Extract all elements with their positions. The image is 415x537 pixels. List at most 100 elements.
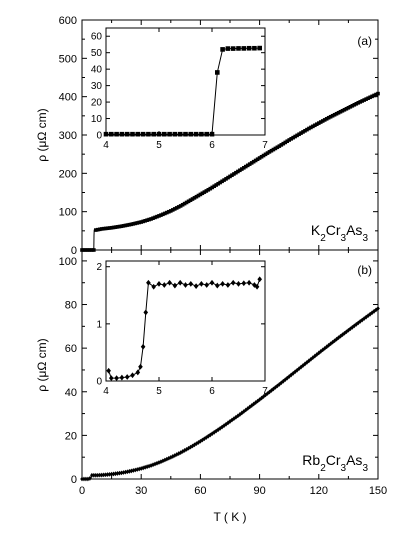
panel-a-point — [342, 107, 347, 112]
panel-b-ytick-label: 0 — [71, 474, 77, 486]
panel-a-point — [232, 172, 236, 176]
panel-b-point — [249, 403, 254, 408]
panel-a-ylabel: ρ (μΩ cm) — [35, 108, 49, 161]
panel-b-inset-point — [183, 282, 188, 288]
panel-b-point — [328, 341, 333, 347]
panel-b-point — [356, 320, 361, 326]
panel-a-inset-point — [246, 45, 252, 51]
panel-b-point — [285, 375, 290, 381]
panel-b-inset-ytick-label: 2 — [96, 262, 102, 273]
panel-b-inset-point — [119, 374, 125, 381]
panel-a-point — [190, 197, 195, 201]
panel-b-inset-point — [146, 279, 151, 286]
panel-a-point — [194, 194, 199, 199]
panel-a-point — [295, 133, 299, 138]
panel-b-point — [307, 358, 311, 364]
panel-b-inset-point — [162, 282, 167, 288]
panel-a-point — [263, 152, 268, 157]
panel-a-point — [315, 122, 319, 126]
panel-a-point — [95, 227, 100, 232]
panel-b-inset-ytick-label: 0 — [96, 377, 102, 388]
panel-a-point — [155, 214, 159, 219]
panel-b-inset-axes: 4 5 6 7 0 1 2 — [96, 261, 268, 397]
panel-a-inset-point — [193, 131, 199, 137]
panel-b-point — [95, 472, 100, 478]
panel-b-inset-xtick-label: 7 — [262, 386, 268, 397]
panel-b-inset-point — [143, 309, 149, 316]
panel-b-point — [198, 438, 203, 444]
panel-b-inset-point — [215, 282, 220, 289]
panel-b-point — [261, 394, 266, 399]
panel-b-xtick-label: 30 — [135, 485, 147, 497]
panel-a-point — [261, 153, 266, 158]
panel-a-point — [216, 181, 220, 186]
panel-a-point — [176, 205, 181, 209]
panel-a-point — [240, 167, 244, 171]
panel-b: 0 20 40 60 80 100 0 30 60 90 120 150 4 5 6 7 0 1 2 (b) Rb… — [35, 249, 387, 497]
panel-b-point — [206, 433, 211, 439]
panel-a-point — [153, 215, 157, 220]
panel-b-point — [103, 472, 108, 478]
panel-b-point — [214, 428, 218, 434]
panel-a-inset-point — [109, 131, 114, 137]
panel-b-xtick-label: 0 — [79, 485, 85, 497]
panel-a-point — [346, 105, 351, 110]
panel-b-xtick-label: 150 — [369, 485, 387, 497]
panel-b-inset-point — [220, 280, 225, 287]
panel-a-point — [281, 141, 286, 146]
panel-b-point — [226, 420, 230, 426]
panel-b-point — [151, 462, 155, 468]
panel-a-point — [230, 173, 234, 177]
panel-a-point — [247, 162, 252, 166]
panel-b-inset-point — [199, 280, 204, 287]
panel-a-point — [129, 222, 134, 227]
panel-a-inset-point — [124, 131, 130, 137]
panel-b-inset-point — [114, 375, 119, 382]
panel-a-point — [119, 224, 124, 229]
panel-a-inset-point — [172, 131, 178, 137]
panel-b-point — [107, 471, 112, 477]
panel-a-point — [287, 138, 291, 142]
panel-b-inset-point — [209, 279, 215, 286]
panel-a-point — [208, 186, 213, 191]
panel-b-ytick-label: 20 — [65, 430, 77, 442]
panel-b-ytick-label: 40 — [65, 387, 77, 399]
panel-b-point — [257, 397, 262, 403]
panel-a-point — [289, 137, 293, 141]
panel-a-inset-point — [151, 131, 156, 137]
panel-b-point — [182, 448, 187, 453]
panel-b-ytick-label: 100 — [59, 256, 77, 268]
panel-a-inset-point — [119, 131, 125, 137]
panel-b-point — [326, 342, 331, 348]
panel-a-inset-curve — [106, 47, 260, 135]
panel-a-ytick-label: 200 — [59, 168, 77, 180]
panel-b-inset-point — [204, 282, 209, 288]
panel-b-inset-point — [236, 280, 241, 287]
panel-a-point — [133, 221, 138, 226]
panel-a-point — [242, 166, 246, 170]
panel-a-point — [113, 225, 118, 229]
panel-a-point — [285, 139, 290, 144]
panel-b-point — [220, 424, 224, 430]
panel-a-compound: K2Cr3As3 — [311, 222, 369, 244]
panel-b-inset-point — [246, 279, 252, 286]
panel-b-point — [358, 319, 363, 324]
panel-b-point — [291, 370, 295, 376]
panel-b-xtick-label: 90 — [253, 485, 265, 497]
panel-b-point — [283, 377, 288, 383]
panel-a-point — [212, 184, 217, 189]
panel-b-point — [137, 466, 142, 472]
panel-a-point — [165, 210, 169, 215]
panel-b-point — [317, 350, 321, 356]
panel-b-inset-xtick-label: 4 — [103, 386, 109, 397]
panel-a-point — [328, 114, 333, 119]
panel-b-inset-point — [177, 279, 183, 286]
panel-a-inset-ytick-label: 50 — [91, 48, 103, 59]
panel-a-point — [101, 226, 106, 231]
panel-a-point — [196, 193, 201, 198]
panel-b-point — [127, 468, 132, 474]
x-axis-label: T ( K ) — [213, 510, 246, 524]
panel-a-point — [107, 226, 112, 230]
panel-a-inset-point — [215, 70, 220, 75]
